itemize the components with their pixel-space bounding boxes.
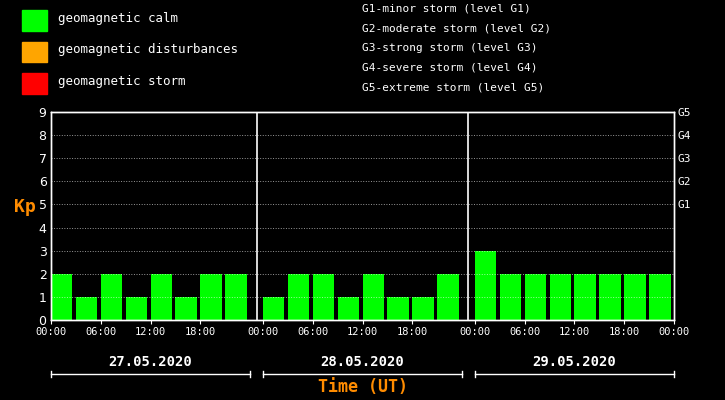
Bar [413,297,434,320]
Text: geomagnetic calm: geomagnetic calm [58,12,178,25]
Bar [437,274,458,320]
Bar [525,274,546,320]
Bar [175,297,196,320]
Bar [151,274,172,320]
Text: geomagnetic storm: geomagnetic storm [58,75,186,88]
Text: G3-strong storm (level G3): G3-strong storm (level G3) [362,43,538,53]
Y-axis label: Kp: Kp [14,198,36,216]
Text: 28.05.2020: 28.05.2020 [320,355,405,369]
Text: Time (UT): Time (UT) [318,378,407,396]
Bar [650,274,671,320]
Bar [387,297,409,320]
FancyBboxPatch shape [22,42,47,62]
Bar [225,274,246,320]
Text: G1-minor storm (level G1): G1-minor storm (level G1) [362,3,531,13]
Text: geomagnetic disturbances: geomagnetic disturbances [58,44,238,56]
Bar [51,274,72,320]
Bar [262,297,284,320]
Bar [624,274,645,320]
Text: 29.05.2020: 29.05.2020 [533,355,616,369]
Bar [200,274,222,320]
FancyBboxPatch shape [22,73,47,94]
Bar [338,297,359,320]
Bar [574,274,596,320]
Text: 27.05.2020: 27.05.2020 [109,355,192,369]
Bar [125,297,146,320]
Bar [600,274,621,320]
Text: G4-severe storm (level G4): G4-severe storm (level G4) [362,63,538,73]
Text: G2-moderate storm (level G2): G2-moderate storm (level G2) [362,23,552,33]
Bar [101,274,122,320]
Bar [362,274,384,320]
Bar [475,251,496,320]
Bar [500,274,521,320]
Bar [312,274,334,320]
FancyBboxPatch shape [22,10,47,31]
Bar [550,274,571,320]
Bar [288,274,309,320]
Bar [75,297,97,320]
Text: G5-extreme storm (level G5): G5-extreme storm (level G5) [362,82,544,92]
